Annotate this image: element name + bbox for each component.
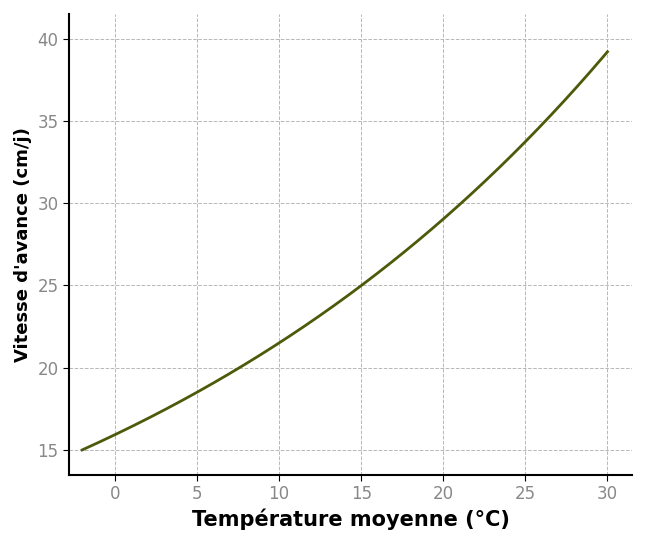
X-axis label: Température moyenne (°C): Température moyenne (°C) bbox=[192, 509, 510, 530]
Y-axis label: Vitesse d'avance (cm/j): Vitesse d'avance (cm/j) bbox=[14, 127, 32, 362]
